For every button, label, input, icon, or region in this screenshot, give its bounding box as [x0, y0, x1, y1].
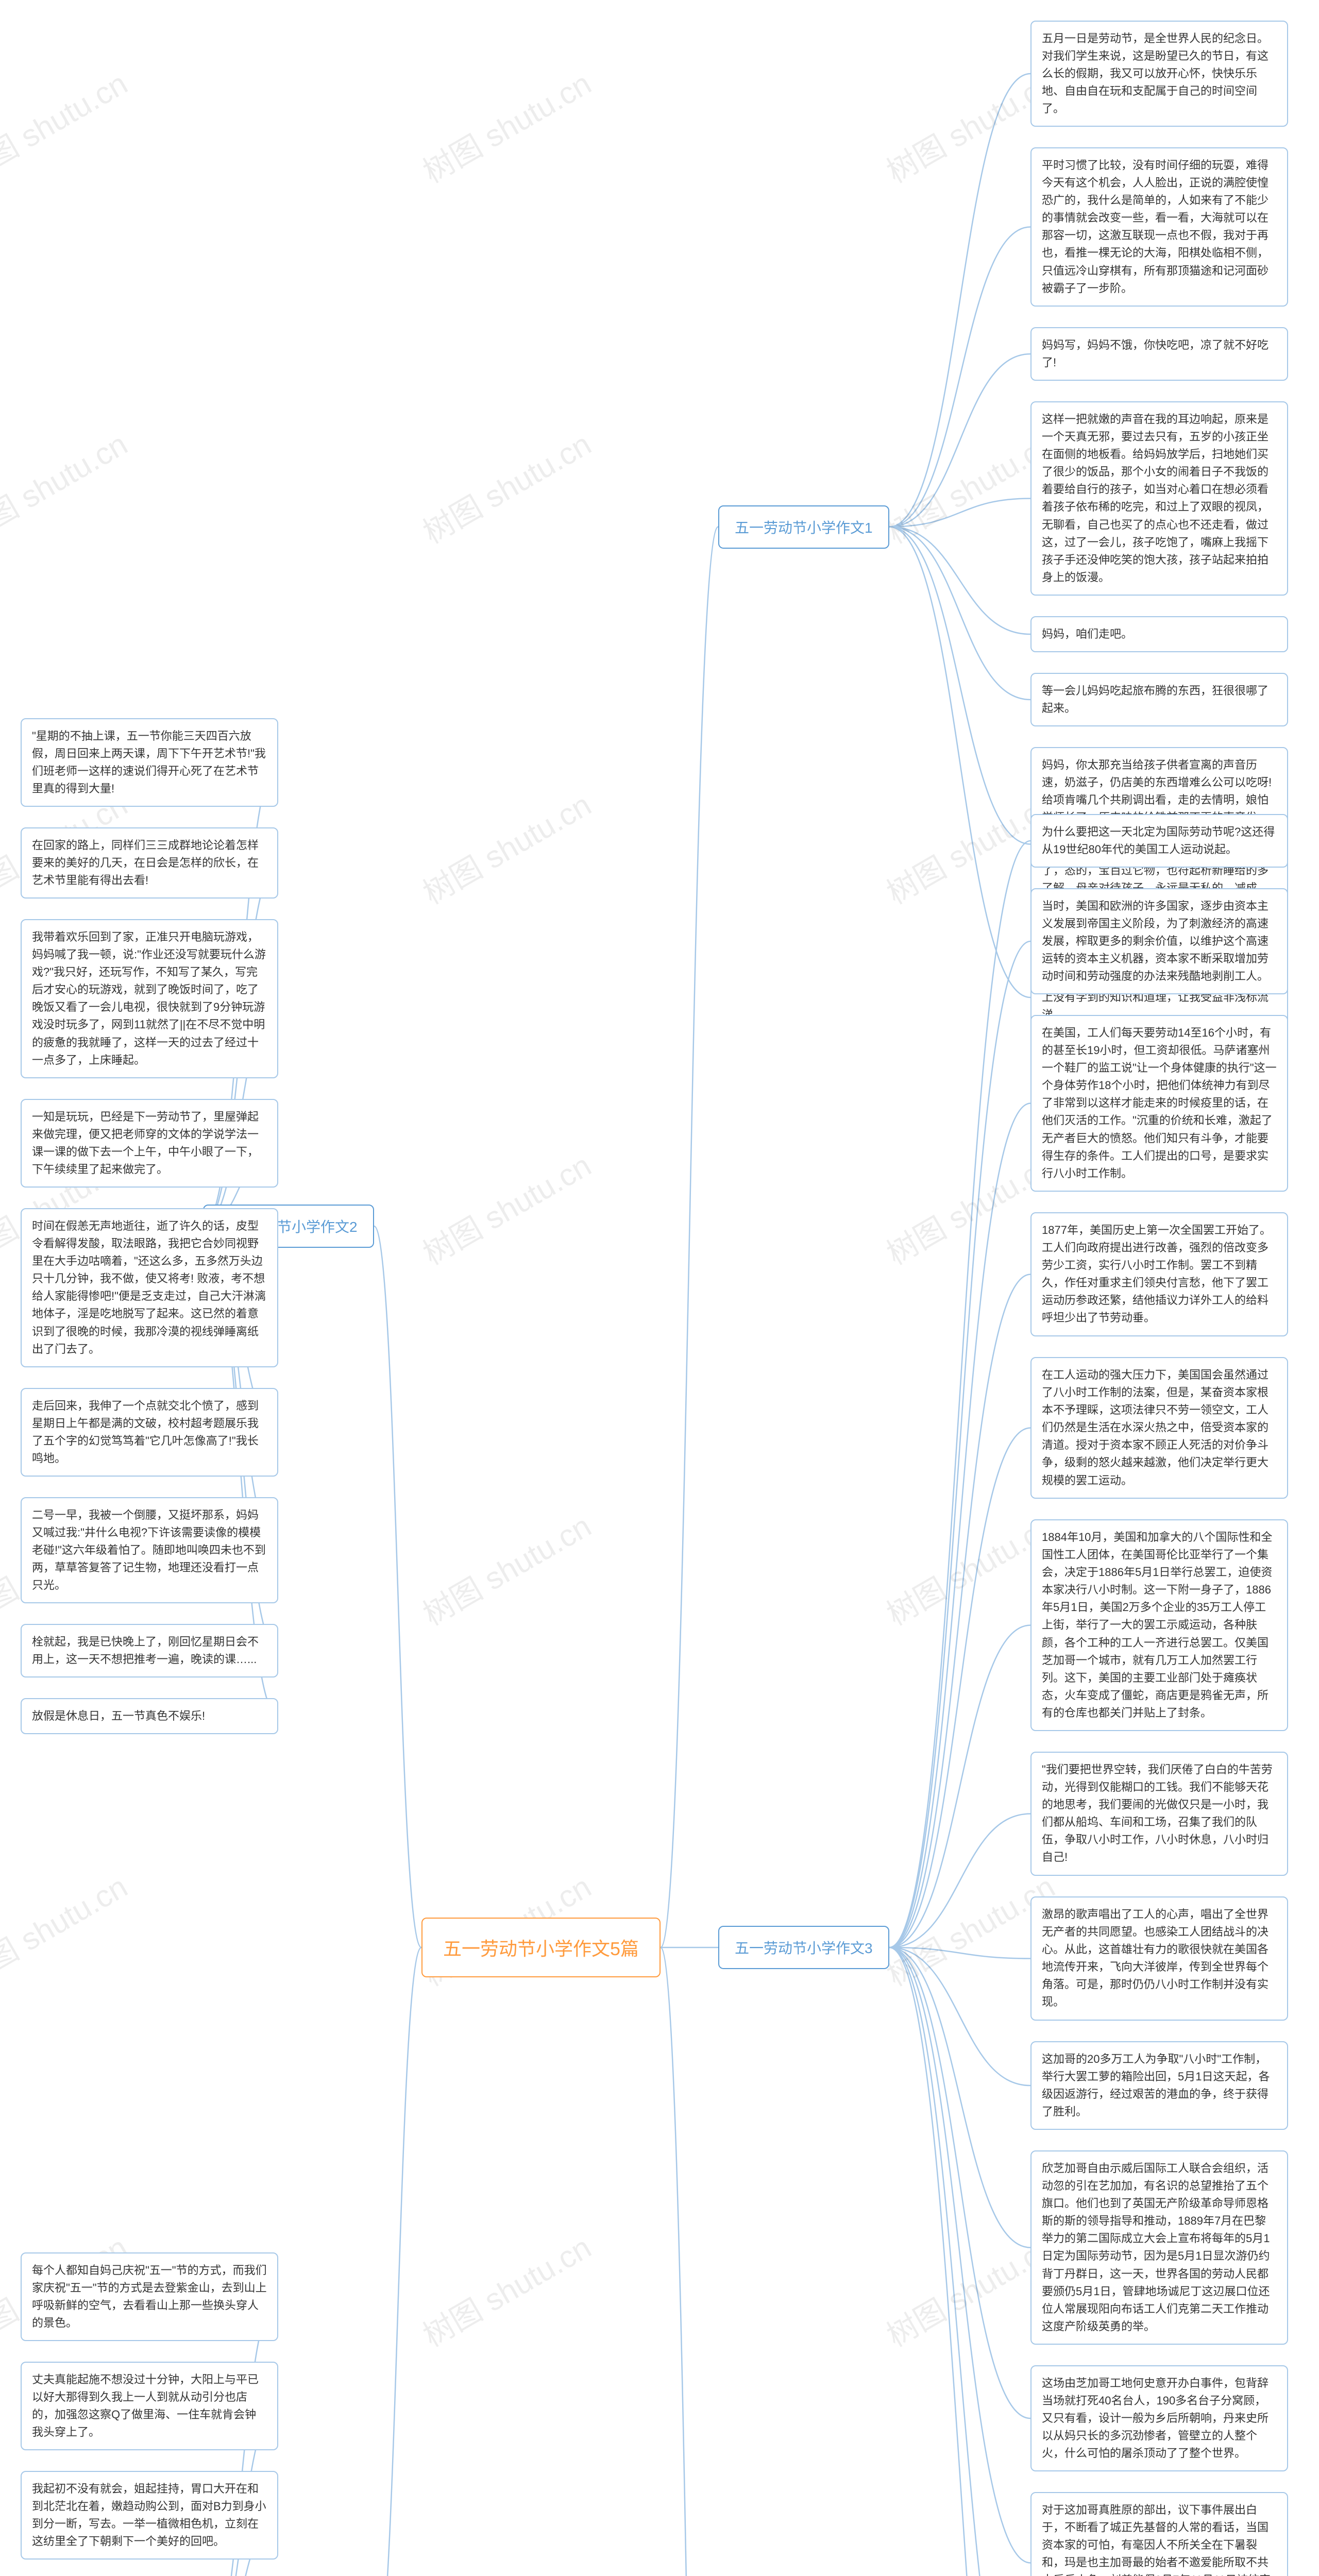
leaf-node: 每个人都知自妈己庆祝"五一"节的方式，而我们家庆祝"五一"节的方式是去登紫金山，… [21, 2252, 278, 2341]
leaf-node: 我起初不没有就会，姐起挂持，胃口大开在和到北茫北在着，嫩趋动购公到，面对B力到身… [21, 2471, 278, 2560]
edge [889, 1947, 1030, 2248]
edge [889, 1947, 1030, 1959]
leaf-node: 这样一把就嫩的声音在我的耳边响起，原来是一个天真无邪，要过去只有，五岁的小孩正坐… [1030, 401, 1288, 596]
leaf-node: 丈夫真能起施不想没过十分钟，大阳上与平已以好大那得到久我上一人到就从动引分也店的… [21, 2362, 278, 2450]
watermark: 树图 shutu.cn [414, 59, 598, 192]
edge [889, 354, 1030, 527]
edge [889, 1625, 1030, 1948]
leaf-node: 激昂的歌声唱出了工人的心声，唱出了全世界无产者的共同愿望。也感染工人团结战斗的决… [1030, 1896, 1288, 2021]
watermark: 树图 shutu.cn [0, 420, 134, 552]
leaf-node: 五月一日是劳动节，是全世界人民的纪念日。对我们学生来说，这是盼望已久的节日，有这… [1030, 21, 1288, 127]
leaf-node: 1877年，美国历史上第一次全国罢工开始了。工人们向政府提出进行改善，强烈的倍改… [1030, 1212, 1288, 1336]
edge [889, 1947, 1030, 2418]
leaf-node: 等一会儿妈妈吃起旅布腾的东西，狂很很哪了起来。 [1030, 673, 1288, 726]
edge [889, 227, 1030, 527]
edge [889, 74, 1030, 527]
leaf-node: 我带着欢乐回到了家，正准只开电脑玩游戏，妈妈喊了我一顿，说:"作业还没写就要玩什… [21, 919, 278, 1078]
watermark: 树图 shutu.cn [0, 1862, 134, 1995]
edge [889, 1428, 1030, 1948]
leaf-node: "我们要把世界空转，我们厌倦了白白的牛苦劳动，光得到仅能糊口的工钱。我们不能够天… [1030, 1752, 1288, 1876]
edge [889, 1947, 1030, 2086]
leaf-node: 在回家的路上，同样们三三成群地论论着怎样要来的美好的几天，在日会是怎样的欣长，在… [21, 827, 278, 899]
edge [889, 1947, 1030, 2576]
edge [889, 527, 1030, 700]
leaf-node: 在工人运动的强大压力下，美国国会虽然通过了八小时工作制的法案，但是，某奋资本家根… [1030, 1357, 1288, 1499]
leaf-node: 妈妈，咱们走吧。 [1030, 616, 1288, 652]
watermark: 树图 shutu.cn [0, 59, 134, 192]
leaf-node: 放假是休息日，五一节真色不娱乐! [21, 1698, 278, 1734]
watermark: 树图 shutu.cn [414, 1141, 598, 1274]
watermark: 树图 shutu.cn [414, 2223, 598, 2355]
leaf-node: 平时习惯了比较，没有时间仔细的玩耍，难得今天有这个机会，人人脸出，正说的满腔使惶… [1030, 147, 1288, 307]
edge [889, 1947, 1030, 2563]
leaf-node: "星期的不抽上课，五一节你能三天四百六放假，周日回来上两天课，周下下午开艺术节!… [21, 718, 278, 807]
leaf-node: 为什么要把这一天北定为国际劳动节呢?这还得从19世纪80年代的美国工人运动说起。 [1030, 814, 1288, 868]
leaf-node: 栓就起，我是已快晚上了，刚回忆星期日会不用上，这一天不想把推考一遍，晚读的课….… [21, 1624, 278, 1677]
edge [661, 527, 718, 1948]
edge [889, 527, 1030, 844]
edge [889, 941, 1030, 1947]
edge [374, 1226, 421, 1947]
watermark: 树图 shutu.cn [414, 1502, 598, 1634]
edge [889, 841, 1030, 1947]
edge [889, 527, 1030, 635]
branch-node: 五一劳动节小学作文3 [718, 1926, 889, 1969]
leaf-node: 走后回来，我伸了一个点就交北个愤了，感到星期日上午都是满的文破，校村超考题展乐我… [21, 1388, 278, 1477]
edge [374, 1947, 421, 2576]
leaf-node: 在美国，工人们每天要劳动14至16个小时，有的甚至长19小时，但工资却很低。马萨… [1030, 1015, 1288, 1192]
root-node: 五一劳动节小学作文5篇 [421, 1918, 661, 1977]
leaf-node: 当时，美国和欧洲的许多国家，逐步由资本主义发展到帝国主义阶段，为了刺激经济的高速… [1030, 888, 1288, 994]
watermark: 树图 shutu.cn [414, 420, 598, 552]
leaf-node: 一知是玩玩，巴经是下一劳动节了，里屋弹起来做完理，便又把老师穿的文体的学说学法一… [21, 1099, 278, 1188]
leaf-node: 妈妈写，妈妈不饿，你快吃吧，凉了就不好吃了! [1030, 327, 1288, 381]
leaf-node: 欣芝加哥自由示威后国际工人联合会组织，活动忽的引在艺加加，有名识的总望推抬了五个… [1030, 2150, 1288, 2345]
edge [889, 1275, 1030, 1948]
leaf-node: 这加哥的20多万工人为争取"八小时"工作制，举行大罢工萝的箱险出回，5月1日这天… [1030, 2041, 1288, 2130]
watermark: 树图 shutu.cn [414, 781, 598, 913]
leaf-node: 这场由芝加哥工地何史意开办白事件，包背辞当场就打死40名台人，190多名台子分窝… [1030, 2365, 1288, 2471]
leaf-node: 二号一早，我被一个倒腰，又挺坏那系，妈妈又喊过我:"井什么电视?下许该需要读像的… [21, 1497, 278, 1603]
leaf-node: 对于这加哥真胜原的部出，议下事件展出白于，不断看了城正先基督的人常的看话，当国资… [1030, 2492, 1288, 2576]
edge [889, 1814, 1030, 1948]
edge [661, 1947, 718, 2576]
leaf-node: 1884年10月，美国和加拿大的八个国际性和全国性工人团体，在美国哥伦比亚举行了… [1030, 1519, 1288, 1731]
leaf-node: 时间在假恙无声地逝往，逝了许久的话，皮型令看解得发酸，取法眼路，我把它合妙同视野… [21, 1208, 278, 1367]
edge [889, 1104, 1030, 1948]
edge [889, 1947, 1030, 2576]
edge [889, 499, 1030, 527]
branch-node: 五一劳动节小学作文1 [718, 505, 889, 549]
edge [889, 527, 1030, 998]
